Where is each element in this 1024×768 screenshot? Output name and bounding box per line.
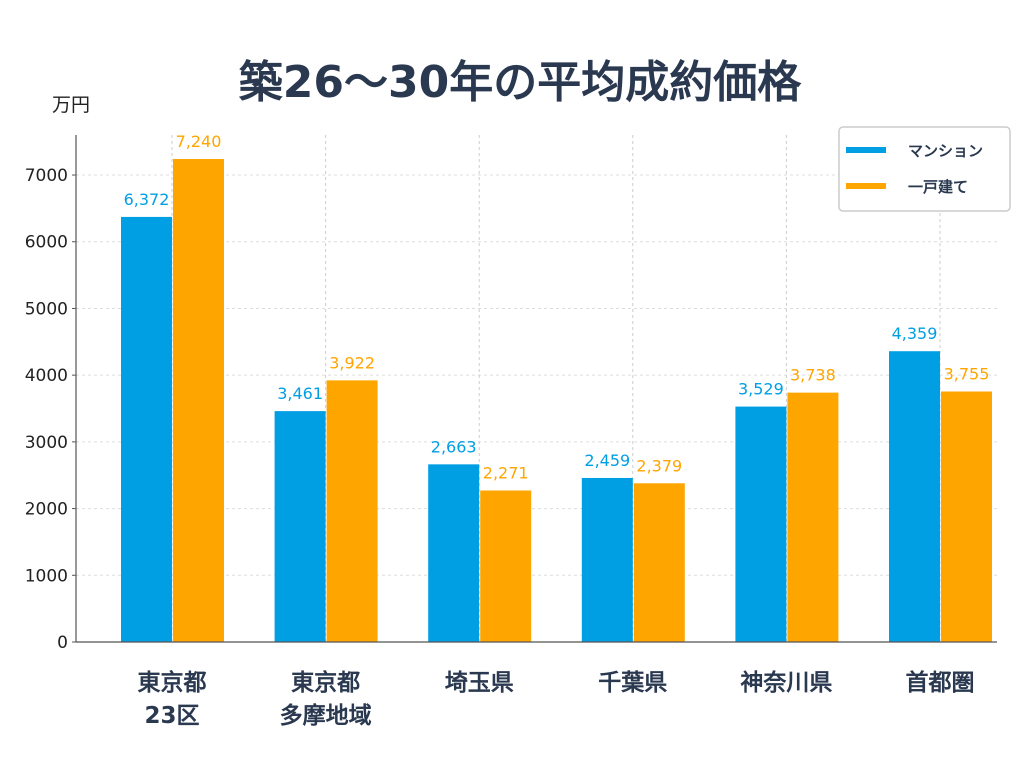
data-label: 2,271 bbox=[483, 464, 529, 483]
y-tick-label: 3000 bbox=[25, 433, 68, 453]
x-tick-label: 23区 bbox=[144, 703, 199, 729]
bar bbox=[633, 483, 685, 642]
y-tick-label: 5000 bbox=[25, 299, 68, 319]
x-tick-label: 千葉県 bbox=[598, 670, 667, 696]
chart-title: 築26〜30年の平均成約価格 bbox=[239, 57, 802, 108]
data-label: 3,738 bbox=[790, 366, 836, 385]
y-tick-label: 6000 bbox=[25, 233, 68, 253]
bar bbox=[581, 477, 633, 642]
data-labels: 6,372 3,461 2,663 2,459 3,529 4,359 7,240 3,922… bbox=[124, 132, 990, 482]
bar bbox=[787, 392, 839, 642]
legend-label: 一戸建て bbox=[908, 178, 968, 196]
data-label: 4,359 bbox=[892, 324, 938, 343]
bar bbox=[428, 464, 480, 642]
data-label: 2,379 bbox=[636, 456, 682, 475]
data-label: 2,663 bbox=[431, 437, 477, 456]
legend-box bbox=[838, 126, 1011, 212]
data-label: 3,755 bbox=[944, 365, 990, 384]
y-tick-label: 1000 bbox=[25, 566, 68, 586]
y-axis-label: 万円 bbox=[52, 94, 90, 116]
x-tick-label: 埼玉県 bbox=[445, 670, 514, 696]
x-tick-label: 多摩地域 bbox=[280, 702, 372, 729]
y-tick-label: 0 bbox=[57, 633, 68, 653]
bar bbox=[274, 411, 326, 642]
y-tick-label: 2000 bbox=[25, 500, 68, 520]
legend-label: マンション bbox=[908, 142, 983, 160]
data-label: 3,461 bbox=[277, 384, 323, 403]
x-tick-label: 首都圏 bbox=[906, 669, 975, 696]
data-label: 2,459 bbox=[584, 451, 630, 470]
x-tick-label: 東京都 bbox=[138, 669, 207, 696]
legend-swatch bbox=[846, 147, 886, 153]
y-tick-label: 4000 bbox=[25, 366, 68, 386]
data-label: 3,922 bbox=[329, 353, 375, 372]
bar bbox=[480, 490, 532, 642]
data-label: 6,372 bbox=[124, 190, 170, 209]
bar bbox=[889, 351, 940, 642]
bar bbox=[941, 391, 992, 642]
bar bbox=[326, 380, 378, 642]
y-tick-label: 7000 bbox=[25, 166, 68, 186]
bar bbox=[173, 159, 224, 642]
axes: 0 1000 2000 3000 4000 5000 6000 7000 東京都 23区 東京都多摩… bbox=[25, 135, 997, 729]
x-tick-label: 神奈川県 bbox=[740, 669, 832, 696]
bar bbox=[121, 216, 172, 642]
bar bbox=[735, 406, 787, 642]
data-label: 3,529 bbox=[738, 380, 784, 399]
legend-swatch bbox=[846, 183, 886, 189]
data-label: 7,240 bbox=[176, 132, 222, 151]
x-tick-label: 東京都 bbox=[291, 669, 360, 696]
bars bbox=[121, 159, 992, 642]
